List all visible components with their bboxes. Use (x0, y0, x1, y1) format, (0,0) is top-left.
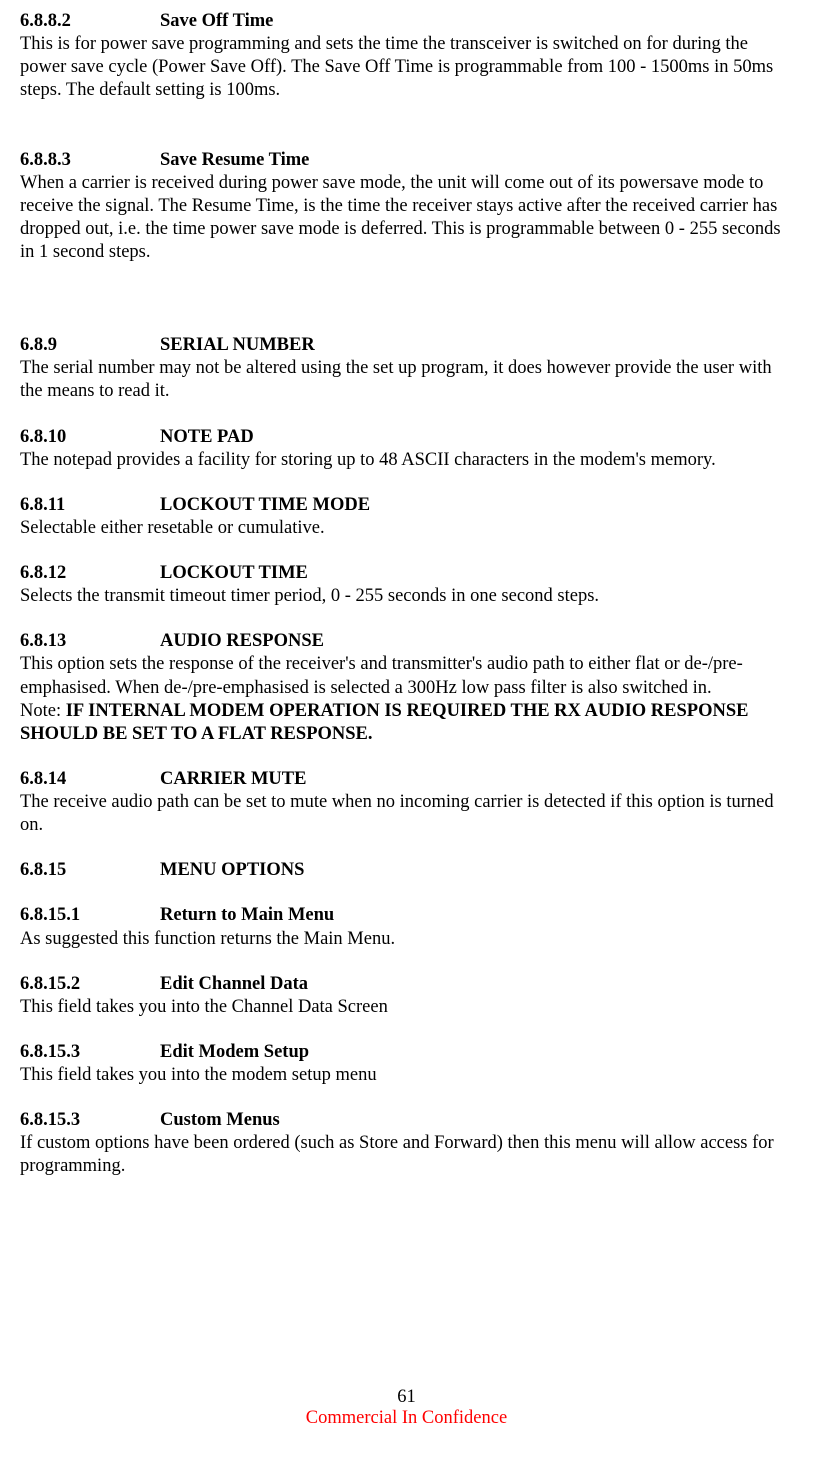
page-number: 61 (0, 1387, 813, 1408)
section-number: 6.8.8.3 (20, 149, 160, 172)
section-body: This is for power save programming and s… (20, 33, 793, 102)
section-title: Return to Main Menu (160, 904, 334, 927)
section-heading: 6.8.15.3 Custom Menus (20, 1109, 793, 1132)
section-title: AUDIO RESPONSE (160, 630, 324, 653)
section-heading: 6.8.11 LOCKOUT TIME MODE (20, 494, 793, 517)
section-number: 6.8.10 (20, 426, 160, 449)
section-heading: 6.8.15.3 Edit Modem Setup (20, 1041, 793, 1064)
section-body: Selectable either resetable or cumulativ… (20, 517, 793, 540)
section-heading: 6.8.15.1 Return to Main Menu (20, 904, 793, 927)
section-body: The notepad provides a facility for stor… (20, 449, 793, 472)
section-number: 6.8.11 (20, 494, 160, 517)
section-number: 6.8.14 (20, 768, 160, 791)
section-number: 6.8.15.3 (20, 1041, 160, 1064)
section-title: MENU OPTIONS (160, 859, 304, 882)
section-body: This field takes you into the Channel Da… (20, 996, 793, 1019)
confidential-label: Commercial In Confidence (0, 1408, 813, 1429)
section-body: As suggested this function returns the M… (20, 928, 793, 951)
section-title: LOCKOUT TIME (160, 562, 308, 585)
section-body: This option sets the response of the rec… (20, 653, 793, 699)
section-heading: 6.8.13 AUDIO RESPONSE (20, 630, 793, 653)
section-heading: 6.8.9 SERIAL NUMBER (20, 334, 793, 357)
note-bold-text: IF INTERNAL MODEM OPERATION IS REQUIRED … (20, 701, 748, 744)
section-number: 6.8.8.2 (20, 10, 160, 33)
section-number: 6.8.15.2 (20, 973, 160, 996)
section-number: 6.8.12 (20, 562, 160, 585)
section-title: NOTE PAD (160, 426, 254, 449)
section-heading: 6.8.12 LOCKOUT TIME (20, 562, 793, 585)
section-note: Note: IF INTERNAL MODEM OPERATION IS REQ… (20, 700, 793, 746)
section-heading: 6.8.8.2 Save Off Time (20, 10, 793, 33)
section-title: Edit Modem Setup (160, 1041, 309, 1064)
section-heading: 6.8.15 MENU OPTIONS (20, 859, 793, 882)
section-title: LOCKOUT TIME MODE (160, 494, 370, 517)
section-body: If custom options have been ordered (suc… (20, 1132, 793, 1178)
section-title: Custom Menus (160, 1109, 280, 1132)
section-title: SERIAL NUMBER (160, 334, 315, 357)
section-body: When a carrier is received during power … (20, 172, 793, 265)
section-body: This field takes you into the modem setu… (20, 1064, 793, 1087)
section-heading: 6.8.8.3 Save Resume Time (20, 149, 793, 172)
section-body: The receive audio path can be set to mut… (20, 791, 793, 837)
section-heading: 6.8.14 CARRIER MUTE (20, 768, 793, 791)
section-title: CARRIER MUTE (160, 768, 306, 791)
document-page: 6.8.8.2 Save Off Time This is for power … (0, 0, 813, 1459)
section-heading: 6.8.15.2 Edit Channel Data (20, 973, 793, 996)
note-prefix: Note: (20, 701, 66, 721)
section-number: 6.8.15.3 (20, 1109, 160, 1132)
section-number: 6.8.13 (20, 630, 160, 653)
section-number: 6.8.9 (20, 334, 160, 357)
section-number: 6.8.15.1 (20, 904, 160, 927)
section-title: Edit Channel Data (160, 973, 308, 996)
section-body: The serial number may not be altered usi… (20, 357, 793, 403)
section-number: 6.8.15 (20, 859, 160, 882)
section-title: Save Resume Time (160, 149, 309, 172)
section-heading: 6.8.10 NOTE PAD (20, 426, 793, 449)
section-title: Save Off Time (160, 10, 273, 33)
section-body: Selects the transmit timeout timer perio… (20, 585, 793, 608)
page-footer: 61 Commercial In Confidence (0, 1387, 813, 1429)
